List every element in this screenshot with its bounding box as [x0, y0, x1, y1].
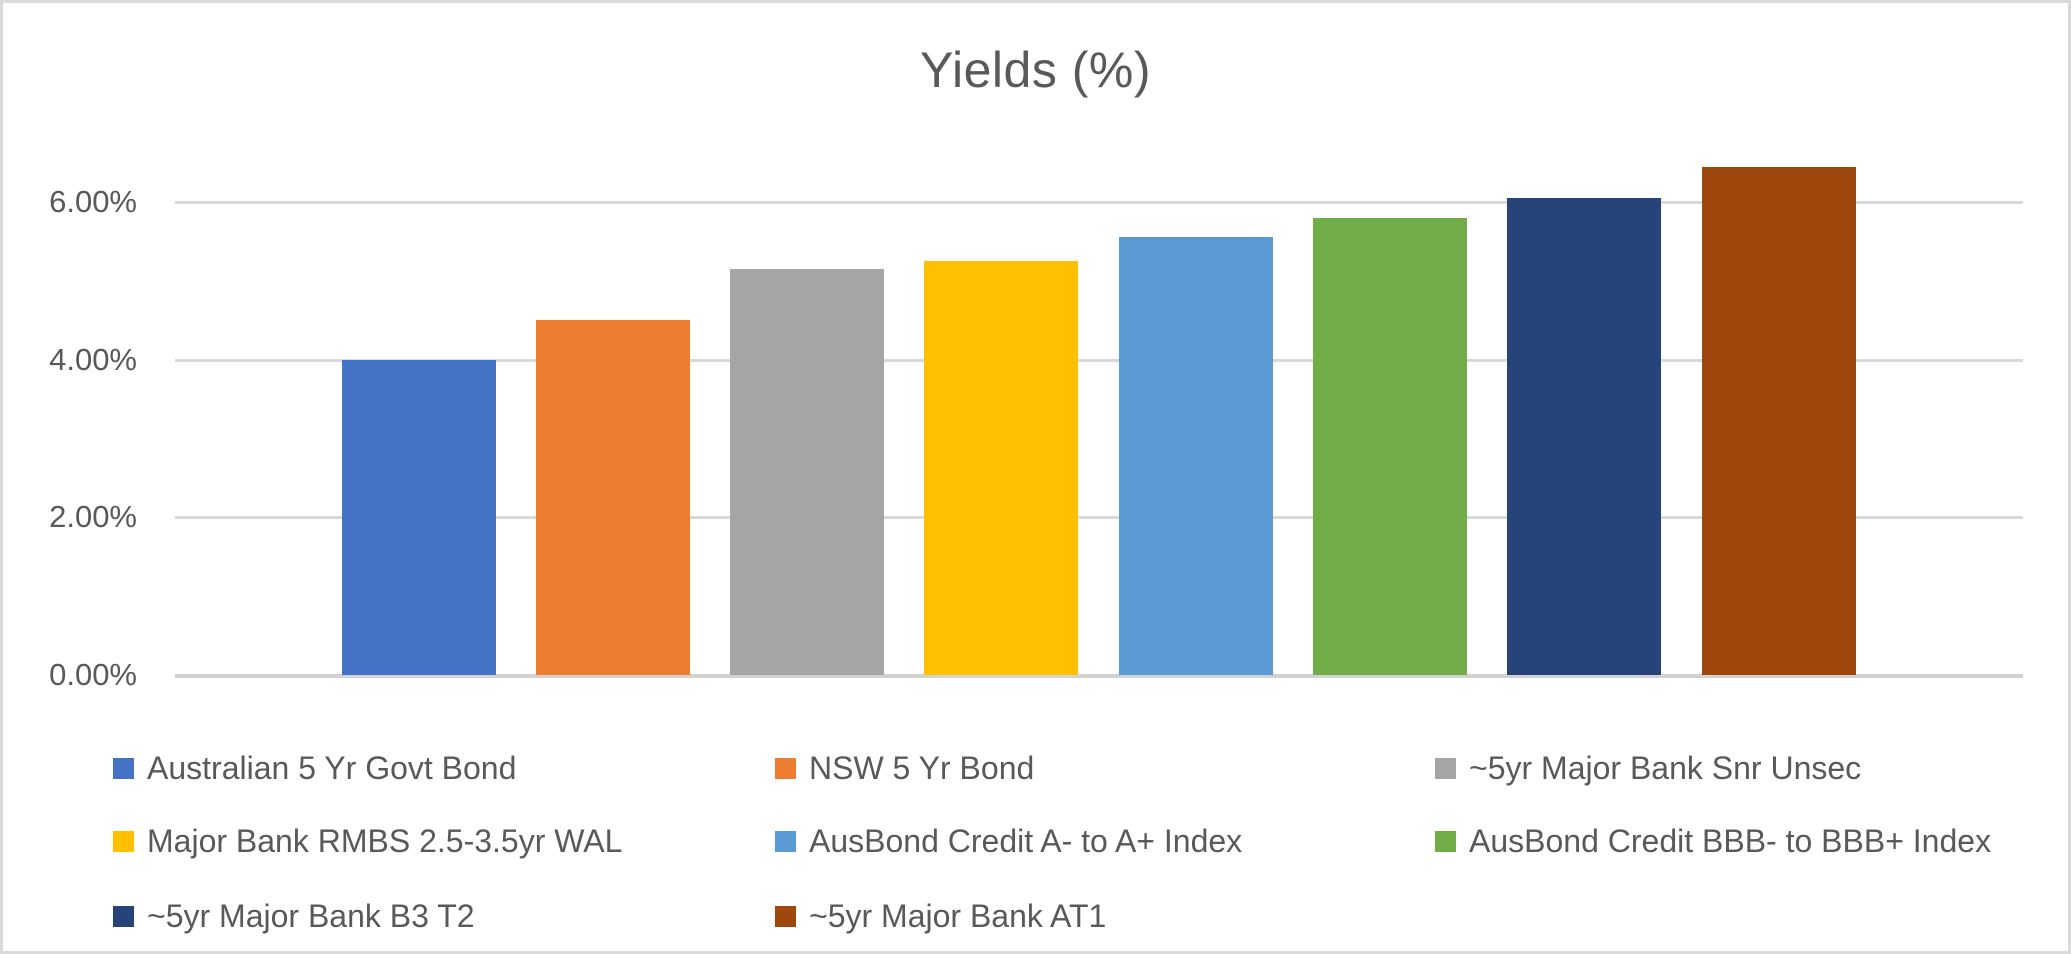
bar-nsw-5-yr-bond — [536, 320, 690, 675]
y-gridline-2.00% — [175, 516, 2023, 519]
y-tick-label: 2.00% — [49, 499, 137, 534]
bar-ausbond-credit-bbb-to-bbb-index — [1313, 218, 1467, 675]
bar-5yr-major-bank-b3-t2 — [1507, 198, 1661, 675]
bar-ausbond-credit-a-to-a-index — [1119, 237, 1273, 675]
chart-title: Yields (%) — [920, 42, 1151, 98]
y-gridline-6.00% — [175, 201, 2023, 204]
bar-major-bank-rmbs-2-5-3-5yr-wal — [924, 261, 1078, 675]
y-gridline-4.00% — [175, 359, 2023, 362]
plot-area: 0.00% 2.00% 4.00% 6.00% — [3, 3, 2068, 951]
bar-5yr-major-bank-at1 — [1702, 167, 1856, 675]
y-tick-label: 6.00% — [49, 184, 137, 219]
bar-australian-5-yr-govt-bond — [342, 360, 496, 675]
x-axis-line — [175, 674, 2023, 678]
bar-5yr-major-bank-snr-unsec — [730, 269, 884, 675]
y-tick-label: 0.00% — [49, 657, 137, 692]
y-tick-label: 4.00% — [49, 342, 137, 377]
